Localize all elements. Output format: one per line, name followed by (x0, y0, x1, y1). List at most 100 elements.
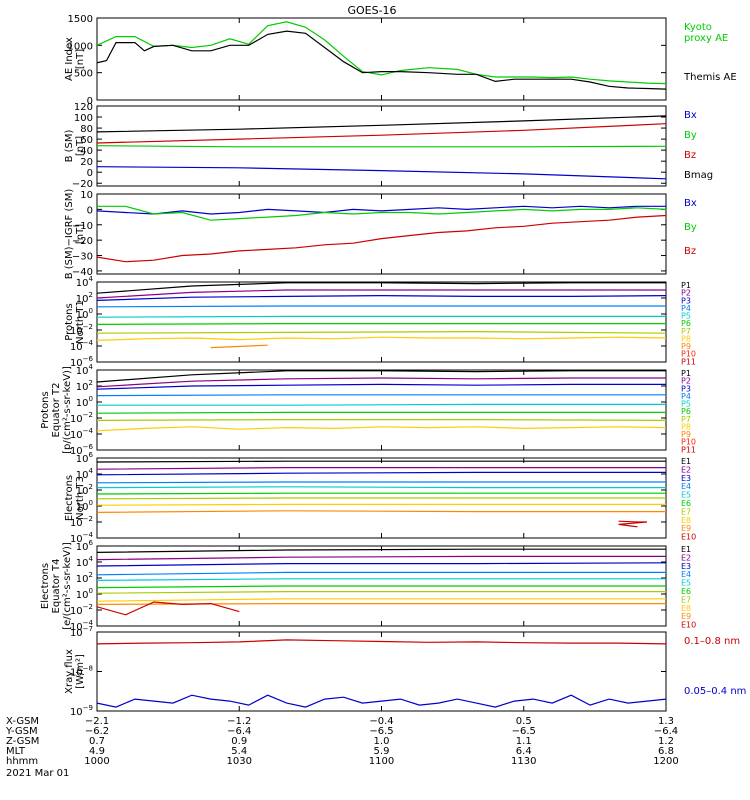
y-tick-label-exponent: 2 (89, 291, 93, 299)
y-tick-label-exponent: 0 (89, 395, 93, 403)
series-line-by (97, 145, 666, 148)
series-line-p8 (97, 336, 666, 341)
y-tick-label-exponent: −7 (83, 625, 93, 633)
y-tick-label: −20 (72, 236, 93, 247)
legend-e6: E6 (681, 587, 691, 596)
series-line-bz (97, 214, 666, 263)
y-axis-label-line: [p/(cm²-s-sr-keV)] (62, 366, 73, 454)
y-tick-label-base: 10 (76, 590, 89, 601)
x-row-value: 1100 (369, 756, 394, 767)
legend-themis-ae: Themis AE (683, 72, 737, 83)
y-tick-label-base: 10 (70, 446, 83, 457)
legend-e9: E9 (681, 524, 691, 533)
series-line-e7 (97, 590, 666, 594)
series-line-p1 (97, 282, 666, 294)
legend-0-1-0-8-nm: 0.1–0.8 nm (684, 636, 740, 647)
panel-b-sm-igrf: −40 −30 −20 −10 0 10 B (SM)−IGRF (SM) [nT] Bx By B… (64, 189, 697, 280)
series-line-e5 (97, 486, 666, 489)
legend-p1: P1 (681, 369, 691, 378)
series-line-p7 (97, 419, 666, 421)
y-tick-label: 20 (80, 157, 93, 168)
legend-p6: P6 (681, 319, 691, 328)
y-tick-label-base: 10 (70, 518, 83, 529)
y-axis-label-line: Protons (40, 391, 51, 428)
x-row-value: 0.7 (89, 736, 105, 747)
x-axis-table: X-GSM −2.1 −1.2 −0.4 0.5 1.3 Y-GSM −6.2 −6.4 −6.5… (5, 716, 679, 779)
y-tick-label: 102 (76, 483, 93, 497)
legend-p3: P3 (681, 296, 691, 305)
legend-bx: Bx (684, 198, 697, 209)
y-tick-label: 10−9 (70, 704, 93, 718)
y-tick-label: 10−4 (70, 339, 94, 353)
legend-kyoto-proxy-ae: Kyoto (684, 22, 712, 33)
y-tick-label-base: 10 (76, 558, 89, 569)
y-tick-label: 100 (74, 113, 93, 124)
y-tick-label-base: 10 (76, 542, 89, 553)
y-axis-label-line: Xray flux (64, 649, 75, 694)
legend-p5: P5 (681, 400, 691, 409)
x-row-value: 1130 (511, 756, 536, 767)
legend-p4: P4 (681, 304, 691, 313)
y-tick-label: 104 (76, 275, 94, 289)
legend-p4: P4 (681, 392, 691, 401)
y-axis-label-line: [W/m²] (75, 654, 86, 689)
y-tick-label: 10−4 (70, 427, 94, 441)
y-axis-label-line: North T3 (75, 476, 86, 520)
y-tick-label-base: 10 (76, 454, 89, 465)
x-row-value: 1.3 (658, 716, 674, 727)
y-axis-label-line: [nT] (75, 224, 86, 244)
y-axis-label-line: B (SM)−IGRF (SM) (64, 189, 75, 280)
legend-by: By (684, 130, 697, 141)
y-tick-label-base: 10 (70, 414, 83, 425)
y-tick-label: 0 (87, 205, 93, 216)
y-tick-label: 1000 (68, 41, 93, 52)
y-tick-label-exponent: −2 (83, 411, 93, 419)
y-tick-label-base: 10 (70, 707, 83, 718)
y-tick-label-base: 10 (70, 326, 83, 337)
y-tick-label-base: 10 (76, 310, 89, 321)
x-row-value: 0.9 (231, 736, 247, 747)
y-tick-label: 106 (76, 451, 94, 465)
series-line-e6 (97, 585, 666, 589)
legend-e6: E6 (681, 499, 691, 508)
y-tick-label: 0 (87, 168, 93, 179)
y-tick-label-exponent: −4 (83, 427, 94, 435)
y-axis-label-line: Electrons (40, 563, 51, 609)
legend-e5: E5 (681, 491, 691, 500)
series-line-e4 (97, 481, 666, 484)
series-line-e3 (97, 562, 666, 567)
y-tick-label-base: 10 (70, 358, 83, 369)
y-tick-label-exponent: 0 (89, 499, 93, 507)
series-line-e1 (97, 460, 666, 463)
y-tick-label-base: 10 (76, 574, 89, 585)
series-line-p6 (97, 411, 666, 414)
y-tick-label-base: 10 (70, 628, 83, 639)
series-line-kyoto-proxy-ae (97, 21, 666, 85)
legend-p2: P2 (681, 377, 691, 386)
y-tick-label: 10−6 (70, 355, 94, 369)
series-line-e3 (97, 471, 666, 476)
y-axis-label-line: AE Index (64, 37, 75, 81)
y-tick-label: 80 (80, 124, 93, 135)
series-line-0-1-0-8-nm (97, 639, 666, 645)
series-line-p3 (97, 294, 666, 301)
legend-0-05-0-4-nm: 0.05–0.4 nm (684, 686, 746, 697)
y-tick-label: 102 (76, 571, 93, 585)
series-line-e2 (97, 555, 666, 561)
y-tick-label-exponent: −6 (83, 355, 94, 363)
x-row-value: −0.4 (369, 716, 393, 727)
legend-p10: P10 (681, 438, 696, 447)
y-tick-label: 10 (80, 190, 93, 201)
legend-e1: E1 (681, 545, 691, 554)
y-tick-label: 120 (74, 102, 93, 113)
y-tick-label-exponent: 4 (89, 467, 94, 475)
y-tick-label-exponent: 2 (89, 379, 93, 387)
y-tick-label-exponent: −4 (83, 619, 94, 627)
y-axis-label-line: Protons (64, 303, 75, 340)
y-tick-label: 106 (76, 539, 94, 553)
